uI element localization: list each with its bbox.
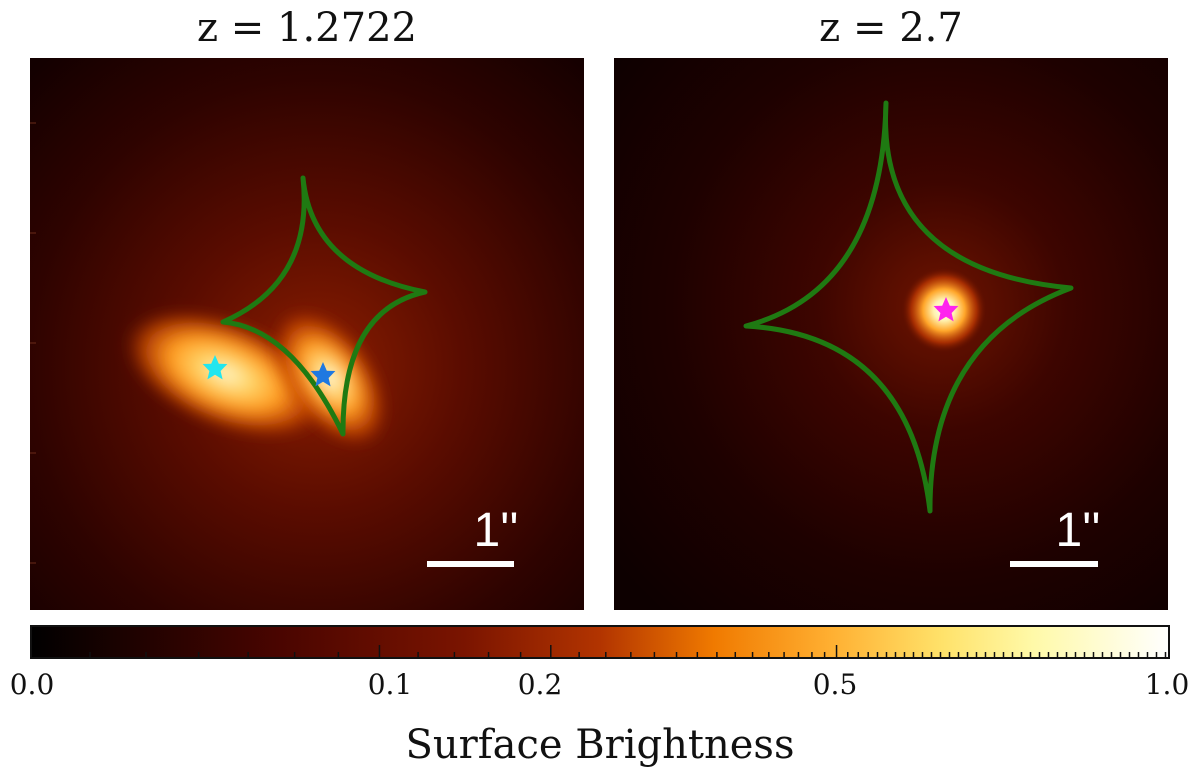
surface-brightness-map-right: 1'' xyxy=(614,58,1168,610)
colorbar-gradient xyxy=(30,625,1170,659)
colorbar-label: Surface Brightness xyxy=(0,722,1200,768)
surface-brightness-map-left: 1'' xyxy=(30,58,584,610)
scale-bar-label: 1'' xyxy=(1055,504,1100,557)
colorbar-tick-label: 0.5 xyxy=(813,668,858,701)
colorbar-tick-label: 0.0 xyxy=(10,668,55,701)
panel-title-left: z = 1.2722 xyxy=(30,2,584,54)
colorbar-tick-label: 0.2 xyxy=(518,668,563,701)
scale-bar-label: 1'' xyxy=(473,504,518,557)
colorbar xyxy=(30,625,1170,659)
colorbar-tick-label: 0.1 xyxy=(368,668,413,701)
panel-title-right: z = 2.7 xyxy=(614,2,1168,54)
colorbar-tick-label: 1.0 xyxy=(1145,668,1190,701)
